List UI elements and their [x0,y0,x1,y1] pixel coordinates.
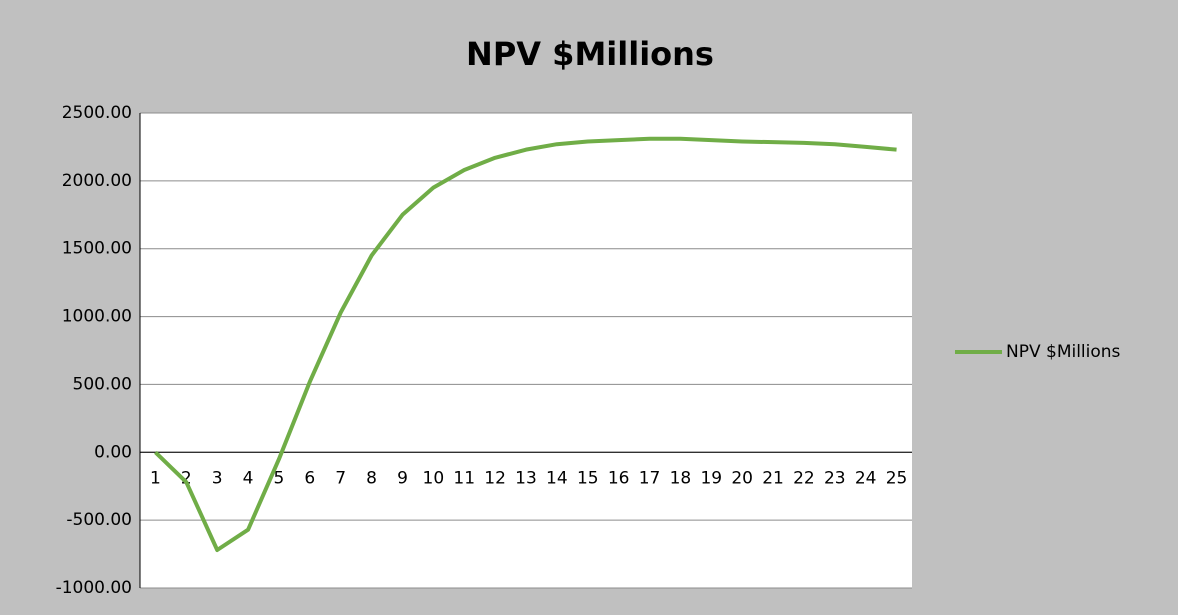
x-tick-label: 5 [274,468,285,488]
x-tick-label: 9 [397,468,408,488]
x-tick-label: 24 [855,468,877,488]
x-tick-label: 12 [484,468,506,488]
x-tick-label: 20 [731,468,753,488]
x-tick-label: 7 [335,468,346,488]
x-tick-label: 25 [886,468,908,488]
y-tick-label: 500.00 [73,374,132,394]
y-tick-label: 1000.00 [62,307,132,327]
x-tick-label: 3 [212,468,223,488]
x-tick-label: 10 [423,468,445,488]
y-tick-label: 2000.00 [62,171,132,191]
legend-label: NPV $Millions [1006,342,1121,362]
x-tick-label: 4 [243,468,254,488]
x-tick-label: 8 [366,468,377,488]
x-tick-label: 19 [700,468,722,488]
x-tick-label: 16 [608,468,630,488]
x-tick-label: 15 [577,468,599,488]
x-tick-label: 11 [453,468,475,488]
x-tick-label: 2 [181,468,192,488]
x-tick-label: 17 [639,468,661,488]
y-tick-label: -1000.00 [56,578,132,598]
y-tick-label: 2500.00 [62,103,132,123]
x-tick-label: 18 [670,468,692,488]
x-tick-label: 1 [150,468,161,488]
chart-title: NPV $Millions [466,35,714,73]
y-tick-label: -500.00 [66,510,132,530]
line-series [154,136,897,552]
x-tick-label: 23 [824,468,846,488]
x-tick-label: 13 [515,468,537,488]
x-tick-label: 22 [793,468,815,488]
plot-area [140,113,912,588]
y-tick-label: 0.00 [94,442,132,462]
x-tick-label: 14 [546,468,568,488]
x-tick-label: 21 [762,468,784,488]
x-tick-label: 6 [304,468,315,488]
y-tick-label: 1500.00 [62,239,132,259]
